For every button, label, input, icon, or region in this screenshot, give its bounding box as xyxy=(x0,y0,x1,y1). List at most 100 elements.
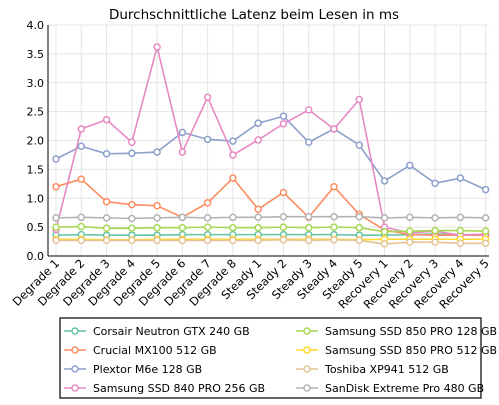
data-point xyxy=(254,119,262,127)
series-line xyxy=(55,115,486,191)
data-point xyxy=(77,125,86,133)
data-point xyxy=(203,223,212,231)
data-point xyxy=(178,148,187,156)
data-point xyxy=(153,43,161,51)
data-point xyxy=(279,223,288,231)
data-point xyxy=(431,226,439,235)
data-point xyxy=(481,239,490,248)
data-point xyxy=(456,174,465,182)
legend-label: Plextor M6e 128 GB xyxy=(93,363,202,376)
data-point xyxy=(304,212,313,221)
data-point xyxy=(153,148,161,156)
y-tick-label: 2.5 xyxy=(27,106,45,119)
legend-swatch-marker xyxy=(71,384,79,392)
legend-swatch-marker xyxy=(71,327,79,335)
data-point xyxy=(330,182,338,191)
series-2 xyxy=(52,112,490,194)
y-tick-label: 1.5 xyxy=(27,163,45,176)
data-point xyxy=(229,174,237,182)
data-point xyxy=(254,205,262,213)
data-point xyxy=(330,125,338,133)
data-point xyxy=(77,213,86,222)
grid xyxy=(48,24,489,257)
data-point xyxy=(52,223,60,231)
data-point xyxy=(203,199,212,207)
data-point xyxy=(406,238,414,246)
series-3 xyxy=(52,43,490,239)
series-line xyxy=(55,176,486,237)
data-point xyxy=(355,236,364,245)
series-line xyxy=(56,239,486,245)
data-point xyxy=(330,236,338,244)
data-point xyxy=(77,142,86,151)
series-4 xyxy=(52,222,490,236)
data-point xyxy=(254,213,262,222)
data-point xyxy=(229,151,237,159)
data-point xyxy=(102,224,111,233)
data-point xyxy=(254,236,262,245)
data-point xyxy=(178,223,187,232)
data-point xyxy=(380,240,389,248)
series-6 xyxy=(52,236,490,248)
data-point xyxy=(102,214,111,222)
data-point xyxy=(431,238,439,246)
series-lines xyxy=(52,43,490,248)
legend-swatch-marker xyxy=(303,365,311,373)
y-tick-label: 2.0 xyxy=(27,135,45,148)
data-point xyxy=(52,236,60,245)
data-point xyxy=(153,214,161,222)
data-point xyxy=(279,112,288,120)
legend-swatch-marker xyxy=(303,327,311,335)
data-point xyxy=(456,213,465,222)
data-point xyxy=(355,223,364,232)
data-point xyxy=(77,236,86,245)
data-point xyxy=(178,128,187,137)
legend-item: Samsung SSD 850 PRO 128 GB xyxy=(296,325,497,338)
data-point xyxy=(52,214,60,222)
data-point xyxy=(279,236,288,244)
data-point xyxy=(178,213,187,222)
data-point xyxy=(229,137,237,145)
y-tick-label: 0.5 xyxy=(27,221,45,234)
data-point xyxy=(355,95,364,104)
legend: Corsair Neutron GTX 240 GB Crucial MX100 … xyxy=(59,317,497,399)
legend-swatch-marker xyxy=(303,346,311,354)
data-point xyxy=(254,136,262,144)
data-point xyxy=(77,175,86,183)
data-point xyxy=(456,226,465,235)
data-point xyxy=(77,222,86,231)
data-point xyxy=(102,236,111,245)
data-point xyxy=(279,120,288,128)
y-tick-label: 1.0 xyxy=(27,192,45,205)
data-point xyxy=(153,236,161,245)
data-point xyxy=(178,236,187,245)
data-point xyxy=(153,223,161,232)
data-point xyxy=(128,224,136,233)
legend-item: Samsung SSD 840 PRO 256 GB xyxy=(64,382,265,395)
data-point xyxy=(52,182,60,191)
data-point xyxy=(304,236,313,245)
legend-swatch-marker xyxy=(71,346,79,354)
data-point xyxy=(304,106,313,114)
y-tick-label: 0.0 xyxy=(27,250,45,263)
data-point xyxy=(52,155,60,163)
data-point xyxy=(279,188,288,197)
data-point xyxy=(203,236,212,245)
data-point xyxy=(203,93,212,101)
data-point xyxy=(128,138,136,146)
data-point xyxy=(330,223,338,231)
legend-swatch-marker xyxy=(303,384,311,392)
data-point xyxy=(128,236,136,245)
legend-label: Samsung SSD 840 PRO 256 GB xyxy=(93,382,265,395)
data-point xyxy=(406,161,414,170)
data-point xyxy=(203,214,212,222)
data-point xyxy=(355,141,364,149)
legend-label: SanDisk Extreme Pro 480 GB xyxy=(325,382,484,395)
series-line xyxy=(55,215,486,220)
data-point xyxy=(481,185,490,194)
legend-item: Crucial MX100 512 GB xyxy=(64,344,217,357)
data-point xyxy=(431,179,439,187)
data-point xyxy=(355,212,364,221)
data-point xyxy=(128,214,136,223)
